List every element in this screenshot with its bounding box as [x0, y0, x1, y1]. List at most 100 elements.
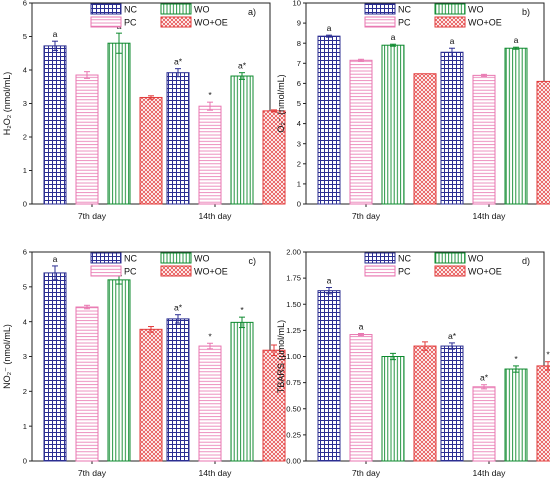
y-tick-label: 1.75 — [286, 274, 301, 283]
bar-nc-1 — [166, 318, 190, 462]
legend-label: WO+OE — [468, 267, 502, 277]
legend-swatch-pc — [364, 16, 396, 28]
significance-label: a — [327, 23, 332, 33]
chart-panel-1: 0 1 2 3 4 5 6 7 8 9 10 O₂⁻ (nmol/mL) b) 7th day 14th d… — [276, 0, 550, 221]
y-tick-label: 0.25 — [286, 430, 301, 439]
legend-label: WO — [468, 5, 484, 15]
legend-label: WO — [194, 254, 210, 264]
legend-swatch-pc — [90, 265, 122, 277]
legend-label: PC — [398, 18, 411, 28]
x-tick-label: 7th day — [78, 468, 107, 478]
x-tick-label: 14th day — [199, 211, 233, 221]
y-tick-label: 0.75 — [286, 378, 301, 387]
y-tick-label: 1 — [297, 180, 301, 189]
y-tick-label: 5 — [23, 32, 27, 41]
chart-panel-3: 0.00 0.25 0.50 0.75 1.00 1.25 1.50 1.75 2.00 TBAR… — [276, 248, 550, 478]
bar-wooe-0 — [413, 73, 437, 205]
y-tick-label: 1.25 — [286, 326, 301, 335]
y-tick-label: 5 — [297, 99, 301, 108]
legend-label: NC — [398, 5, 411, 15]
bar-pc-0 — [75, 74, 99, 205]
y-axis-title: TBARS (µmol/mL) — [276, 320, 286, 393]
legend-label: WO — [194, 5, 210, 15]
x-tick-label: 7th day — [352, 468, 381, 478]
y-tick-label: 0.50 — [286, 404, 301, 413]
bar-nc-0 — [43, 272, 67, 462]
y-tick-label: 3 — [297, 139, 301, 148]
bar-wo-1 — [504, 368, 528, 462]
significance-label: a — [327, 276, 332, 286]
y-tick-label: 0.00 — [286, 457, 301, 466]
y-tick-label: 1 — [23, 166, 27, 175]
x-tick-label: 7th day — [352, 211, 381, 221]
bar-wooe-1 — [536, 365, 550, 462]
bar-wo-1 — [230, 75, 254, 205]
y-tick-label: 4 — [23, 317, 27, 326]
bar-wo-1 — [230, 321, 254, 462]
x-tick-label: 14th day — [199, 468, 233, 478]
bar-wo-0 — [107, 42, 131, 205]
legend-label: NC — [124, 254, 137, 264]
y-tick-label: 6 — [23, 0, 27, 8]
x-tick-label: 14th day — [473, 211, 507, 221]
x-tick-label: 14th day — [473, 468, 507, 478]
bar-wo-0 — [381, 44, 405, 205]
y-tick-label: 1 — [23, 422, 27, 431]
legend-swatch-wo — [434, 252, 466, 264]
y-axis-title: O₂⁻ (nmol/mL) — [276, 74, 286, 132]
chart-panel-2: 0 1 2 3 4 5 6 NO₂⁻ (nmol/mL) c) 7th day 14th day a a… — [2, 248, 286, 478]
bar-wooe-0 — [139, 328, 163, 462]
legend-swatch-wo — [434, 3, 466, 15]
y-tick-label: 2 — [23, 133, 27, 142]
bar-pc-0 — [349, 59, 373, 205]
legend-swatch-wooe — [434, 265, 466, 277]
legend-label: WO+OE — [194, 267, 228, 277]
y-tick-label: 4 — [23, 66, 27, 75]
y-tick-label: 6 — [23, 248, 27, 257]
significance-label: a* — [448, 331, 457, 341]
y-tick-label: 3 — [23, 352, 27, 361]
significance-label: a — [450, 36, 455, 46]
bar-pc-0 — [75, 306, 99, 462]
panel-tag: d) — [522, 256, 530, 266]
significance-label: a* — [174, 303, 183, 313]
significance-label: a — [391, 32, 396, 42]
chart-panel-0: 0 1 2 3 4 5 6 H₂O₂ (nmol/mL) a) 7th day 14th day a a… — [2, 0, 286, 221]
legend-swatch-wo — [160, 3, 192, 15]
panel-tag: a) — [248, 7, 256, 17]
significance-label: * — [514, 354, 518, 364]
panel-tag: b) — [522, 7, 530, 17]
y-tick-label: 1.50 — [286, 300, 301, 309]
y-tick-label: 0 — [23, 457, 27, 466]
significance-label: a — [53, 254, 58, 264]
y-tick-label: 4 — [297, 119, 301, 128]
legend-swatch-wo — [160, 252, 192, 264]
significance-label: a* — [174, 57, 183, 67]
bar-nc-0 — [43, 45, 67, 205]
significance-label: a — [359, 322, 364, 332]
y-tick-label: 9 — [297, 19, 301, 28]
legend-swatch-pc — [364, 265, 396, 277]
significance-label: a — [514, 35, 519, 45]
bar-wo-0 — [107, 279, 131, 462]
bar-pc-0 — [349, 334, 373, 462]
y-axis-title: NO₂⁻ (nmol/mL) — [2, 324, 12, 389]
significance-label: * — [208, 90, 212, 100]
legend-label: NC — [398, 254, 411, 264]
legend-label: PC — [398, 267, 411, 277]
y-tick-label: 0 — [297, 200, 301, 209]
legend-swatch-wooe — [160, 16, 192, 28]
y-tick-label: 1.00 — [286, 352, 301, 361]
bar-wo-1 — [504, 47, 528, 205]
bar-wooe-0 — [139, 96, 163, 205]
legend-swatch-nc — [90, 3, 122, 15]
y-axis-title: H₂O₂ (nmol/mL) — [2, 72, 12, 136]
legend-swatch-nc — [364, 252, 396, 264]
legend-label: WO+OE — [468, 18, 502, 28]
bar-pc-1 — [198, 345, 222, 462]
y-tick-label: 5 — [23, 282, 27, 291]
bar-nc-1 — [440, 51, 464, 205]
bar-pc-1 — [472, 386, 496, 462]
bar-nc-1 — [440, 345, 464, 462]
y-tick-label: 6 — [297, 79, 301, 88]
